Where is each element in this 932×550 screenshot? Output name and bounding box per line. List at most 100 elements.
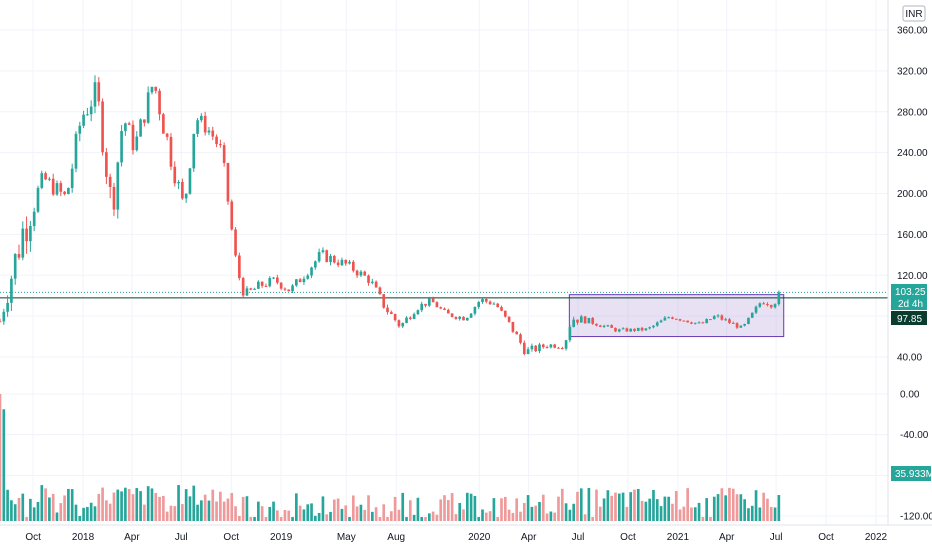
candle[interactable] xyxy=(181,178,184,200)
candle[interactable] xyxy=(625,327,629,332)
volume-bar[interactable] xyxy=(412,514,416,521)
candle[interactable] xyxy=(241,276,245,298)
candle[interactable] xyxy=(522,340,526,356)
volume-bar[interactable] xyxy=(553,512,557,521)
candle[interactable] xyxy=(427,296,431,308)
candle[interactable] xyxy=(686,320,689,323)
candle[interactable] xyxy=(2,308,6,325)
volume-bar[interactable] xyxy=(488,511,492,521)
candle[interactable] xyxy=(13,253,17,285)
volume-bar[interactable] xyxy=(283,509,287,521)
volume-bar[interactable] xyxy=(663,496,667,521)
volume-bar[interactable] xyxy=(519,511,522,521)
candle[interactable] xyxy=(105,148,108,185)
volume-bar[interactable] xyxy=(264,517,268,521)
candle[interactable] xyxy=(693,322,697,325)
candle[interactable] xyxy=(184,193,188,203)
candle[interactable] xyxy=(564,339,568,351)
candle[interactable] xyxy=(21,221,25,261)
candle[interactable] xyxy=(393,313,397,322)
candle[interactable] xyxy=(705,318,708,324)
candle[interactable] xyxy=(70,163,74,193)
candle[interactable] xyxy=(116,161,120,219)
volume-bar[interactable] xyxy=(739,494,743,521)
candle[interactable] xyxy=(40,170,44,190)
volume-bar[interactable] xyxy=(640,500,644,521)
volume-bar[interactable] xyxy=(773,507,777,521)
candle[interactable] xyxy=(568,324,572,343)
volume-bar[interactable] xyxy=(298,505,302,521)
candle[interactable] xyxy=(325,249,329,263)
candle[interactable] xyxy=(264,283,268,288)
volume-bar[interactable] xyxy=(435,514,439,521)
volume-bar[interactable] xyxy=(181,504,184,521)
candle[interactable] xyxy=(336,259,340,268)
volume-bar[interactable] xyxy=(659,506,663,521)
volume-bar[interactable] xyxy=(70,489,74,521)
candle[interactable] xyxy=(63,190,66,196)
volume-bar[interactable] xyxy=(769,506,773,521)
volume-bar[interactable] xyxy=(143,504,146,521)
candle[interactable] xyxy=(602,324,606,328)
candle[interactable] xyxy=(48,176,51,182)
candle[interactable] xyxy=(606,324,610,327)
volume-bar[interactable] xyxy=(621,492,625,521)
volume-bar[interactable] xyxy=(279,517,283,521)
candle[interactable] xyxy=(257,280,260,289)
volume-bar[interactable] xyxy=(431,511,435,521)
candle[interactable] xyxy=(55,180,59,196)
candle[interactable] xyxy=(200,113,203,123)
volume-bar[interactable] xyxy=(59,503,63,521)
candle[interactable] xyxy=(439,306,443,310)
candle[interactable] xyxy=(560,346,564,350)
candle[interactable] xyxy=(238,252,241,281)
candle[interactable] xyxy=(222,142,226,167)
candle[interactable] xyxy=(747,317,750,325)
candle[interactable] xyxy=(492,302,496,305)
candle[interactable] xyxy=(610,324,614,328)
candle[interactable] xyxy=(226,162,230,205)
volume-bar[interactable] xyxy=(716,494,720,521)
candle[interactable] xyxy=(192,133,196,172)
volume-bar[interactable] xyxy=(329,511,332,521)
candle[interactable] xyxy=(245,285,249,297)
candle[interactable] xyxy=(424,303,427,308)
volume-bar[interactable] xyxy=(306,504,310,521)
candle[interactable] xyxy=(488,300,492,305)
volume-bar[interactable] xyxy=(89,502,93,521)
candle[interactable] xyxy=(6,295,9,317)
volume-bar[interactable] xyxy=(405,517,408,521)
candle[interactable] xyxy=(576,319,579,325)
candle[interactable] xyxy=(465,317,469,321)
candle[interactable] xyxy=(701,321,705,324)
volume-bar[interactable] xyxy=(728,487,731,521)
candle[interactable] xyxy=(10,275,13,311)
volume-bar[interactable] xyxy=(500,498,503,521)
candle[interactable] xyxy=(739,325,743,328)
candle[interactable] xyxy=(355,269,359,278)
volume-bar[interactable] xyxy=(272,501,275,521)
volume-bar[interactable] xyxy=(108,503,112,521)
volume-bar[interactable] xyxy=(598,506,602,521)
candle[interactable] xyxy=(545,345,549,349)
volume-bar[interactable] xyxy=(268,506,272,521)
candle[interactable] xyxy=(317,248,321,263)
volume-bar[interactable] xyxy=(253,517,256,521)
candle[interactable] xyxy=(74,131,78,173)
volume-bar[interactable] xyxy=(215,501,218,521)
volume-bar[interactable] xyxy=(86,506,89,521)
candle[interactable] xyxy=(203,111,207,136)
candle[interactable] xyxy=(431,296,435,303)
volume-bar[interactable] xyxy=(291,517,294,521)
candle[interactable] xyxy=(272,276,275,280)
candle[interactable] xyxy=(416,309,420,316)
candle[interactable] xyxy=(762,301,765,305)
volume-bar[interactable] xyxy=(302,509,306,521)
candle[interactable] xyxy=(496,302,500,308)
candle[interactable] xyxy=(579,314,583,323)
candle[interactable] xyxy=(135,131,139,152)
volume-bar[interactable] xyxy=(526,495,530,521)
candle[interactable] xyxy=(374,280,378,288)
candle[interactable] xyxy=(720,314,724,321)
volume-bar[interactable] xyxy=(21,493,25,521)
